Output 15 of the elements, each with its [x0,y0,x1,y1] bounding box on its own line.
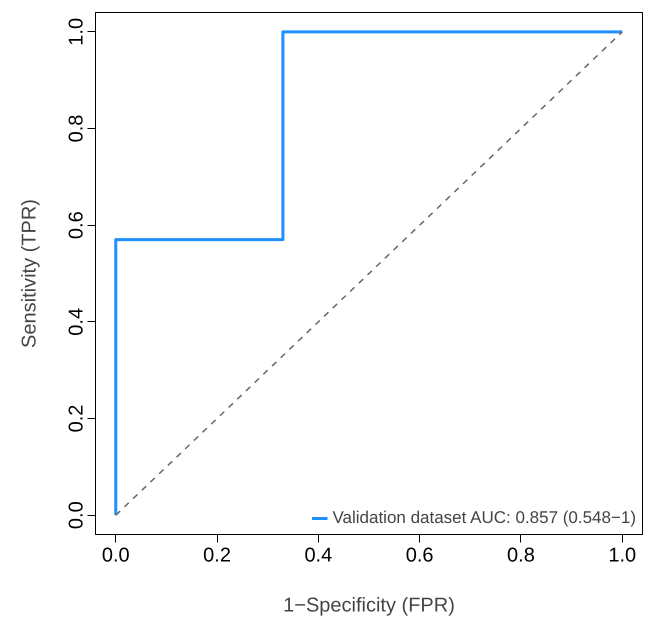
x-tick-label: 0.8 [507,544,535,566]
x-tick-label: 0.6 [406,544,434,566]
x-tick-label: 0.2 [203,544,231,566]
y-tick-label: 0.2 [66,404,88,432]
y-tick-label: 0.0 [66,501,88,530]
x-axis-title: 1−Specificity (FPR) [283,594,455,616]
y-tick-label: 0.4 [66,308,88,336]
x-tick-label: 1.0 [608,544,636,566]
y-tick-label: 0.6 [66,211,88,240]
x-tick-label: 0.4 [304,544,332,566]
legend-label: Validation dataset AUC: 0.857 (0.548−1) [332,508,636,528]
y-tick-label: 1.0 [66,18,88,46]
y-tick-label: 0.8 [66,114,88,142]
x-tick-label: 0.0 [102,544,130,566]
y-axis-title: Sensitivity (TPR) [18,199,40,348]
